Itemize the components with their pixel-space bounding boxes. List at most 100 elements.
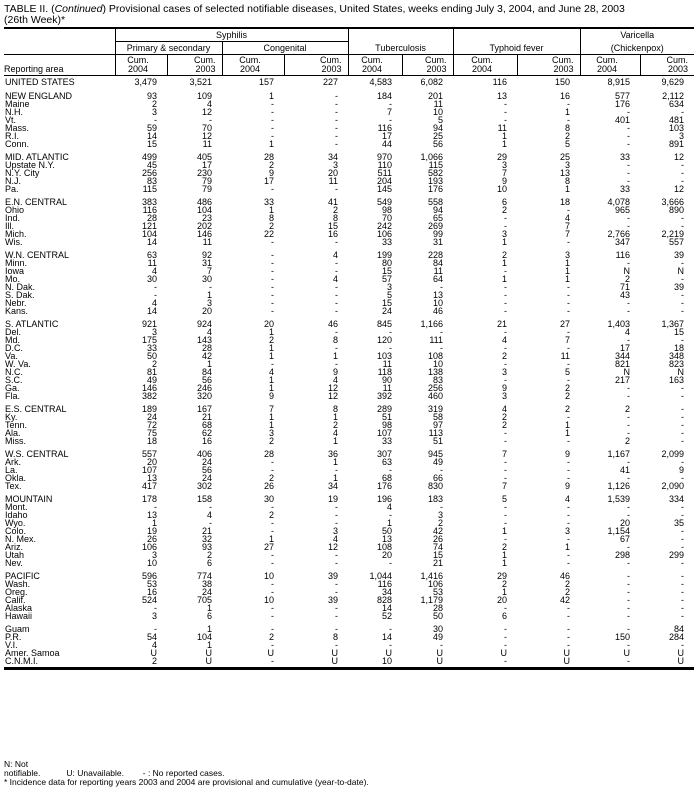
reporting-area-cell: Ala. bbox=[5, 428, 21, 438]
value-cell: - bbox=[504, 298, 508, 308]
value-cell: - bbox=[335, 640, 339, 650]
value-cell: 4 bbox=[206, 99, 212, 109]
value-cell: N bbox=[623, 367, 631, 377]
table-row: Conn. 15 11 1-44 56 1 5-891 bbox=[4, 139, 694, 149]
reporting-area-cell: N.Y. City bbox=[5, 168, 40, 178]
value-cell: 2 bbox=[268, 335, 274, 345]
region-row: MOUNTAIN 178 158 30 19 196 183 5 4 1,539 334 bbox=[4, 490, 694, 504]
value-cell: - bbox=[335, 123, 339, 133]
value-cell: 49 bbox=[433, 632, 444, 642]
value-cell: 320 bbox=[196, 391, 212, 401]
value-cell: 143 bbox=[196, 335, 212, 345]
year-label: 2004 bbox=[127, 64, 149, 74]
table-row: Okla. 13 24 2 1 68 66 - - - - bbox=[4, 474, 694, 483]
value-cell: - bbox=[567, 465, 571, 475]
value-cell: 1 bbox=[565, 428, 571, 438]
value-cell: 14 bbox=[382, 603, 393, 613]
region-row: E.N. CENTRAL 383 486 33 41 549 558 6 18 4,078 3,66… bbox=[4, 193, 694, 207]
value-cell: 2 bbox=[151, 656, 157, 666]
value-cell: 481 bbox=[669, 115, 685, 125]
value-cell: - bbox=[567, 611, 571, 621]
value-cell: 14 bbox=[382, 632, 393, 642]
value-cell: 21 bbox=[201, 526, 212, 536]
reporting-area-cell: Ky. bbox=[5, 412, 18, 422]
value-cell: - bbox=[627, 298, 631, 308]
value-cell: 2 bbox=[625, 274, 631, 284]
value-cell: U bbox=[267, 648, 275, 658]
region-row: S. ATLANTIC 921 924 20 46 845 1,166 21 27 1,403 1,… bbox=[4, 315, 694, 329]
reporting-area-cell: Pa. bbox=[5, 184, 19, 194]
table-row: Mass. 59 70 - - 116 94 11 8 - 103 bbox=[4, 123, 694, 133]
value-cell: 27 bbox=[263, 542, 274, 552]
value-cell: 4 bbox=[333, 375, 339, 385]
value-cell: - bbox=[271, 656, 274, 666]
value-cell: - bbox=[335, 115, 339, 125]
value-cell: 176 bbox=[614, 99, 631, 109]
value-cell: 4,583 bbox=[369, 77, 393, 87]
value-cell: 20 bbox=[263, 319, 274, 329]
year-label: 2003 bbox=[553, 64, 574, 74]
value-cell: 11 bbox=[147, 258, 157, 268]
value-cell: 57 bbox=[382, 274, 393, 284]
value-cell: 115 bbox=[142, 184, 157, 194]
value-cell: 50 bbox=[433, 611, 444, 621]
value-cell: 28 bbox=[263, 152, 274, 162]
reporting-area-cell: E.N. CENTRAL bbox=[5, 197, 68, 207]
value-cell: 1 bbox=[502, 139, 508, 149]
reporting-area-cell: Minn. bbox=[5, 258, 28, 268]
value-cell: 4,078 bbox=[607, 197, 631, 207]
reporting-area-cell: MOUNTAIN bbox=[5, 494, 53, 504]
value-cell: - bbox=[681, 221, 685, 231]
value-cell: 80 bbox=[382, 258, 393, 268]
value-cell: 2 bbox=[502, 205, 508, 215]
value-cell: - bbox=[389, 115, 393, 125]
value-cell: 20 bbox=[497, 595, 508, 605]
value-cell: - bbox=[335, 107, 339, 117]
reporting-area-cell: Md. bbox=[5, 335, 21, 345]
value-cell: 33 bbox=[146, 343, 157, 353]
value-cell: 79 bbox=[201, 184, 212, 194]
value-cell: 302 bbox=[196, 481, 212, 491]
value-cell: 11 bbox=[202, 139, 212, 149]
value-cell: 22 bbox=[263, 229, 274, 239]
value-cell: 14 bbox=[146, 237, 157, 247]
value-cell: - bbox=[154, 603, 157, 613]
value-cell: - bbox=[440, 502, 444, 512]
table-row: Alaska - 1 - - 14 28 - - - - bbox=[4, 603, 694, 613]
year-label: 2003 bbox=[668, 64, 689, 74]
value-cell: 11 bbox=[433, 266, 444, 276]
value-cell: 11 bbox=[328, 176, 339, 186]
header-cum-2003: Cum. 2003 bbox=[516, 54, 581, 76]
value-cell: 486 bbox=[196, 197, 212, 207]
value-cell: - bbox=[209, 115, 212, 125]
value-cell: - bbox=[567, 436, 571, 446]
value-cell: 146 bbox=[196, 229, 212, 239]
region-row: Guam - 1 - - - 30 - - - 84 bbox=[4, 620, 694, 634]
value-cell: 15 bbox=[433, 550, 444, 560]
value-cell: 1,126 bbox=[607, 481, 631, 491]
value-cell: - bbox=[681, 526, 685, 536]
value-cell: 106 bbox=[427, 579, 444, 589]
footnote-incidence: * Incidence data for reporting years 200… bbox=[4, 777, 369, 787]
value-cell: - bbox=[335, 327, 339, 337]
value-cell: 7 bbox=[502, 481, 508, 491]
value-cell: 53 bbox=[433, 587, 444, 597]
value-cell: 63 bbox=[146, 250, 157, 260]
value-cell: - bbox=[504, 107, 508, 117]
value-cell: 2 bbox=[268, 221, 274, 231]
value-cell: 52 bbox=[382, 611, 393, 621]
value-cell: U bbox=[563, 656, 571, 666]
value-cell: 20 bbox=[328, 168, 339, 178]
value-cell: 138 bbox=[427, 367, 444, 377]
table-row: Ky. 24 21 1 1 51 58 2 - - - bbox=[4, 412, 694, 422]
value-cell: 49 bbox=[433, 457, 444, 467]
value-cell: - bbox=[567, 518, 571, 528]
value-cell: - bbox=[627, 335, 631, 345]
value-cell: 11 bbox=[433, 99, 444, 109]
value-cell: - bbox=[271, 274, 274, 284]
value-cell: 10 bbox=[382, 656, 393, 666]
table-row: Ohio 116 104 1 2 98 94 2 - 965 890 bbox=[4, 205, 694, 215]
reporting-area-cell: W.N. CENTRAL bbox=[5, 250, 70, 260]
value-cell: - bbox=[681, 412, 685, 422]
value-cell: 921 bbox=[141, 319, 157, 329]
